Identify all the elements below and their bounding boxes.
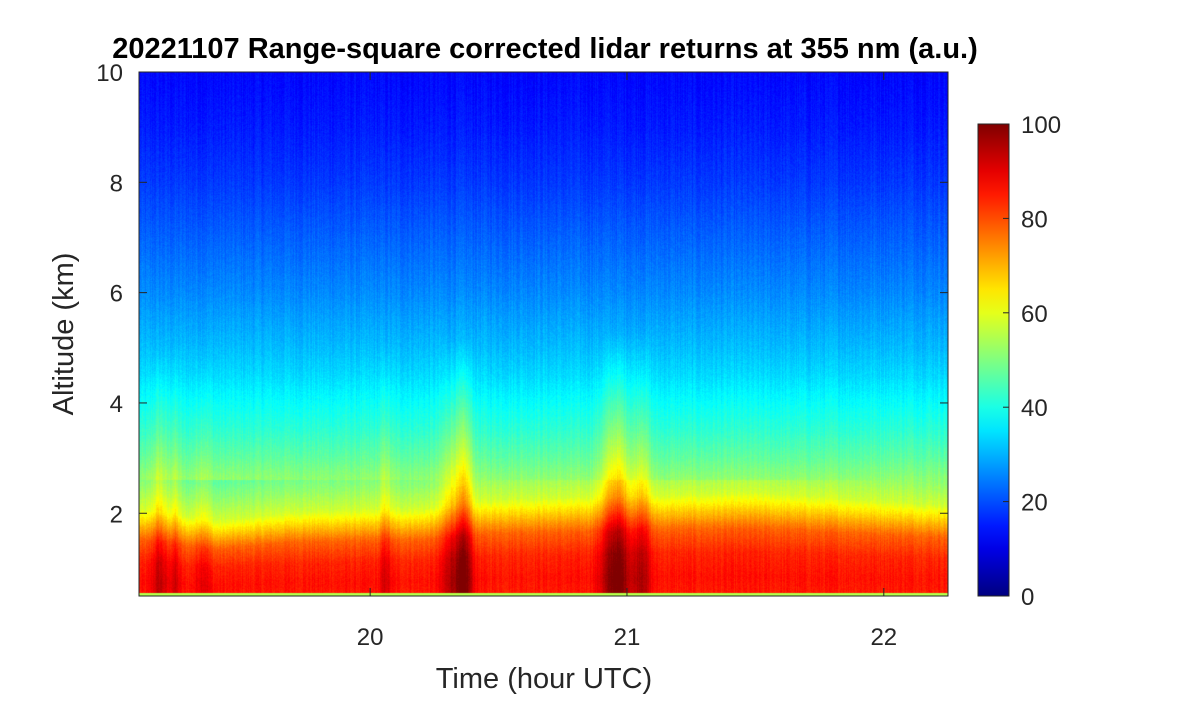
plot-frame: [138, 71, 949, 597]
y-tick-label: 6: [110, 281, 123, 308]
y-tick-label: 10: [96, 60, 123, 87]
x-axis-ticks: 20 21 22: [357, 72, 897, 651]
x-axis-label: Time (hour UTC): [436, 663, 652, 695]
y-axis-label: Altitude (km): [48, 253, 80, 416]
colorbar-bar: [977, 123, 1010, 597]
heatmap-area: [139, 72, 948, 596]
colorbar-ticks: 0 20 40 60 80 100: [1003, 112, 1061, 611]
colorbar-tick-label: 100: [1021, 112, 1061, 139]
colorbar-tick-label: 60: [1021, 301, 1048, 328]
heatmap-image: [139, 72, 948, 596]
x-tick-label: 20: [357, 624, 384, 651]
x-tick-label: 22: [870, 624, 897, 651]
colorbar-tick-label: 20: [1021, 490, 1048, 517]
y-axis-ticks: 2 4 6 8 10: [96, 60, 948, 528]
colorbar-tick-label: 80: [1021, 206, 1048, 233]
y-tick-label: 4: [110, 391, 123, 418]
x-tick-label: 21: [614, 624, 641, 651]
y-tick-label: 8: [110, 170, 123, 197]
colorbar-tick-label: 0: [1021, 584, 1034, 611]
colorbar: 0 20 40 60 80 100: [977, 112, 1061, 611]
chart-title: 20221107 Range-square corrected lidar re…: [112, 33, 978, 65]
y-tick-label: 2: [110, 501, 123, 528]
colorbar-tick-label: 40: [1021, 395, 1048, 422]
